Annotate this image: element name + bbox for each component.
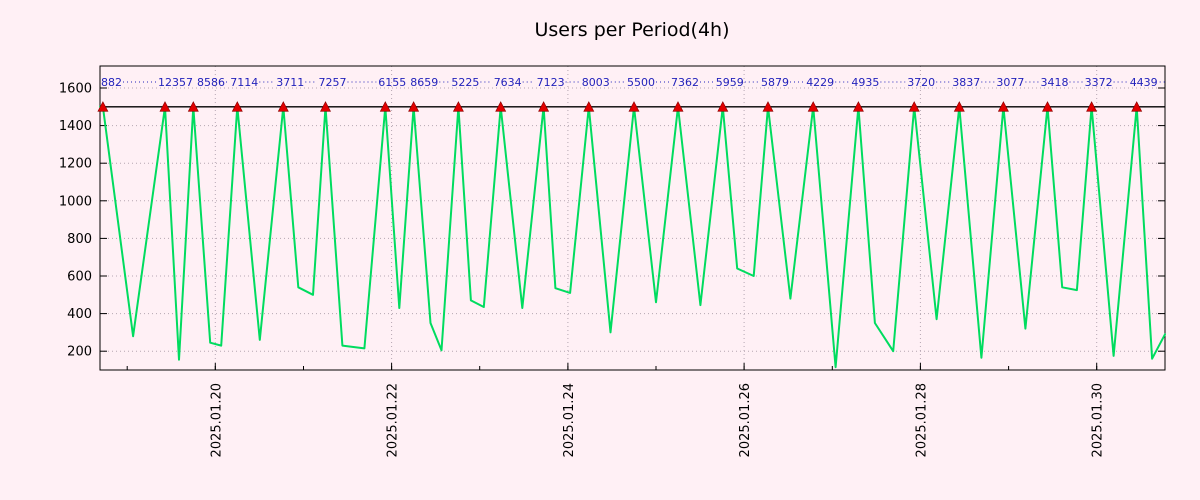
peak-value-label: 3372 [1085, 76, 1113, 89]
peak-markers-layer: 882 12357 8586 7114 3711 7257 6155 8659 5225 7634… [97, 76, 1165, 112]
peak-marker [717, 101, 729, 112]
peak-value-label: 3418 [1041, 76, 1069, 89]
y-tick-label: 1000 [59, 194, 92, 209]
peak-marker [1131, 101, 1143, 112]
y-tick-label: 200 [67, 345, 92, 360]
peak-marker [538, 101, 550, 112]
peak-marker [187, 101, 199, 112]
peak-value-label: 8586 [197, 76, 225, 89]
peak-marker [852, 101, 864, 112]
peak-marker [159, 101, 171, 112]
peak-marker [320, 101, 331, 112]
peak-value-label: 8659 [410, 76, 438, 89]
x-tick-label: 2025.01.24 [562, 383, 577, 457]
y-tick-label: 600 [67, 270, 92, 285]
y-tick-label: 400 [67, 307, 92, 322]
peak-value-label: 7362 [671, 76, 699, 89]
x-tick-label: 2025.01.28 [914, 383, 929, 457]
peak-value-label: 7257 [319, 76, 347, 89]
peak-value-label: 5879 [761, 76, 789, 89]
x-tick-label: 2025.01.20 [209, 383, 224, 457]
peak-marker [807, 101, 819, 112]
peak-marker [97, 101, 109, 112]
peak-marker [452, 101, 464, 112]
peak-value-label: 8003 [582, 76, 610, 89]
peak-marker [379, 101, 391, 112]
y-tick-label: 1200 [59, 157, 92, 172]
peak-value-label: 4229 [806, 76, 834, 89]
peak-value-label: 3711 [276, 76, 304, 89]
peak-value-label: 4439 [1130, 76, 1158, 89]
peak-value-label: 3077 [996, 76, 1024, 89]
x-tick-label: 2025.01.22 [386, 383, 401, 457]
peak-value-label: 3837 [952, 76, 980, 89]
peak-marker [277, 101, 289, 112]
peak-marker [1086, 101, 1098, 112]
peak-value-label: 882 [101, 76, 122, 89]
peak-value-label: 7114 [230, 76, 258, 89]
peak-value-label: 7634 [494, 76, 522, 89]
peak-value-label: 5959 [716, 76, 744, 89]
peak-value-label: 5225 [451, 76, 479, 89]
chart-title: Users per Period(4h) [534, 19, 729, 41]
peak-marker [231, 101, 243, 112]
peak-marker [628, 101, 640, 112]
peak-value-label: 12357 [158, 76, 193, 89]
peak-marker [672, 101, 684, 112]
peak-marker [583, 101, 595, 112]
x-tick-label: 2025.01.26 [738, 383, 753, 457]
x-tick-label: 2025.01.30 [1091, 383, 1106, 457]
peak-marker [953, 101, 965, 112]
y-tick-label: 800 [67, 232, 92, 247]
peak-marker [762, 101, 774, 112]
series-layer [99, 105, 1166, 369]
peak-value-label: 3720 [907, 76, 935, 89]
y-tick-label: 1600 [59, 82, 92, 97]
peak-marker [997, 101, 1009, 112]
y-tick-label: 1400 [59, 119, 92, 134]
peak-marker [495, 101, 507, 112]
peak-marker [1042, 101, 1053, 112]
peak-value-label: 7123 [537, 76, 565, 89]
peak-marker [908, 101, 920, 112]
peak-value-label: 4935 [851, 76, 879, 89]
peak-value-label: 6155 [378, 76, 406, 89]
series-line [99, 105, 1166, 369]
peak-marker [408, 101, 420, 112]
peak-value-label: 5500 [627, 76, 655, 89]
axis-labels-layer: 200 400 600 800 1000 1200 1400 1600 2025.01.20 20… [59, 82, 1106, 458]
plot-border [99, 65, 1166, 371]
